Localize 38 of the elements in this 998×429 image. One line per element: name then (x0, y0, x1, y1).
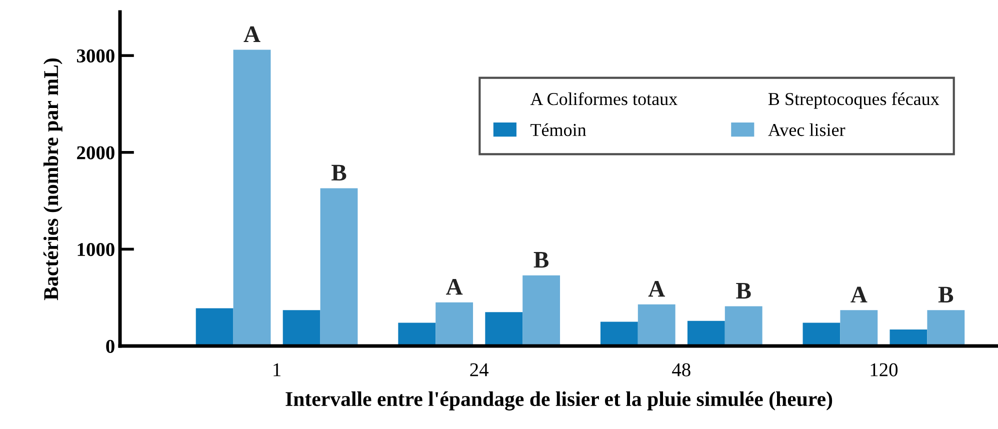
bar (522, 275, 560, 346)
data-label: B (736, 283, 751, 299)
data-label: A (850, 286, 868, 302)
data-label: B (332, 164, 346, 180)
data-label: B (938, 286, 954, 302)
bar (840, 310, 878, 346)
bar (485, 312, 523, 346)
bar (320, 188, 358, 346)
y-tick-label: 1000 (78, 243, 114, 256)
y-axis-title: Bactéries (nombre par mL) (43, 58, 62, 300)
y-tick-label: 0 (106, 340, 114, 353)
x-tick-label: 24 (470, 363, 489, 376)
x-tick-label: 1 (274, 363, 280, 376)
data-label: A (648, 280, 665, 297)
bar (600, 322, 638, 346)
legend-label: Témoin (530, 123, 586, 136)
x-axis-title: Intervalle entre l'épandage de lisier et la pluie simulée (heure) (286, 391, 832, 410)
bar (890, 330, 928, 346)
x-tick-label: 120 (870, 363, 898, 376)
bar (398, 322, 436, 346)
bar (724, 306, 762, 346)
y-tick-label: 3000 (76, 49, 114, 63)
bar (687, 320, 725, 346)
legend-label: Avec lisier (768, 123, 846, 136)
x-tick-label: 48 (672, 363, 690, 376)
bar (638, 304, 676, 346)
annotation: B Streptocoques fécaux (768, 92, 940, 109)
bar (802, 322, 840, 346)
y-tick-label: 2000 (77, 146, 114, 160)
bar (927, 310, 965, 346)
data-label: B (534, 252, 549, 268)
bar (436, 302, 474, 346)
data-label: A (446, 279, 463, 295)
annotation: A Coliformes totaux (530, 92, 678, 106)
data-label: A (244, 26, 260, 42)
bar (233, 50, 271, 346)
bar (282, 310, 320, 346)
bar (196, 308, 234, 346)
